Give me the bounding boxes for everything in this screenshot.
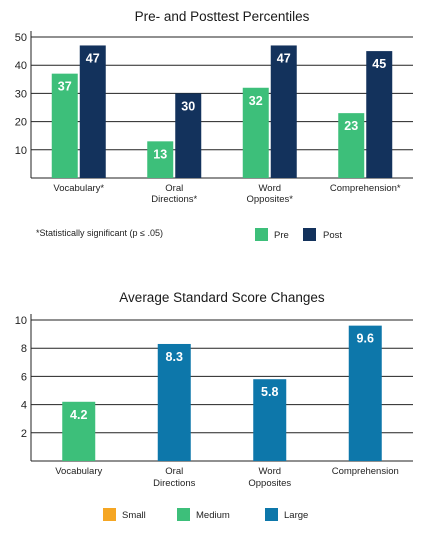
y-tick-label: 30 bbox=[15, 88, 27, 100]
chart-title: Average Standard Score Changes bbox=[119, 290, 325, 305]
bar bbox=[253, 379, 287, 461]
chart-2: Average Standard Score Changes 2 4 6 8 10 Voca… bbox=[15, 290, 413, 521]
data-label: 47 bbox=[277, 51, 291, 65]
x-tick-label: Comprehension bbox=[332, 466, 399, 477]
data-label: 32 bbox=[249, 94, 263, 108]
data-label: 4.2 bbox=[70, 408, 87, 422]
legend-swatch bbox=[303, 228, 316, 241]
data-label: 23 bbox=[344, 119, 358, 133]
bar-post bbox=[270, 45, 297, 179]
y-tick-label: 6 bbox=[21, 371, 27, 383]
x-tick-label: Oral bbox=[165, 183, 183, 194]
y-tick-label: 40 bbox=[15, 60, 27, 72]
bar-post bbox=[366, 51, 393, 178]
legend-swatch bbox=[177, 508, 190, 521]
x-tick-label: Word bbox=[258, 183, 281, 194]
x-tick-label: Directions bbox=[153, 478, 195, 489]
legend-swatch bbox=[103, 508, 116, 521]
legend-swatch bbox=[255, 228, 268, 241]
bar bbox=[348, 325, 382, 461]
x-tick-label: Vocabulary* bbox=[53, 183, 104, 194]
legend-label: Small bbox=[122, 510, 146, 521]
y-tick-label: 10 bbox=[15, 315, 27, 327]
bar-post bbox=[175, 93, 202, 178]
data-label: 13 bbox=[153, 147, 167, 161]
data-label: 9.6 bbox=[357, 332, 374, 346]
legend-label: Pre bbox=[274, 230, 289, 241]
y-tick-label: 50 bbox=[15, 32, 27, 44]
data-label: 47 bbox=[86, 51, 100, 65]
legend-label: Medium bbox=[196, 510, 230, 521]
bar bbox=[62, 401, 96, 461]
bar-pre bbox=[338, 113, 365, 178]
data-label: 37 bbox=[58, 80, 72, 94]
x-tick-label: Opposites bbox=[248, 478, 291, 489]
data-label: 8.3 bbox=[166, 350, 183, 364]
legend-label: Large bbox=[284, 510, 308, 521]
y-tick-label: 8 bbox=[21, 343, 27, 355]
x-tick-label: Opposites* bbox=[247, 194, 294, 205]
data-label: 45 bbox=[372, 57, 386, 71]
bar-pre bbox=[147, 141, 174, 178]
bar-pre bbox=[51, 73, 78, 178]
x-tick-label: Comprehension* bbox=[330, 183, 401, 194]
data-label: 5.8 bbox=[261, 385, 278, 399]
x-tick-label: Word bbox=[258, 466, 281, 477]
chart-1: Pre- and Posttest Percentiles 10 20 30 40 50 V… bbox=[15, 9, 413, 241]
y-tick-label: 2 bbox=[21, 428, 27, 440]
y-tick-label: 20 bbox=[15, 117, 27, 129]
y-tick-label: 4 bbox=[21, 400, 27, 412]
x-tick-label: Directions* bbox=[151, 194, 197, 205]
x-tick-label: Vocabulary bbox=[55, 466, 102, 477]
legend-label: Post bbox=[323, 230, 342, 241]
chart-title: Pre- and Posttest Percentiles bbox=[135, 9, 310, 24]
bar-post bbox=[79, 45, 106, 179]
significance-note: *Statistically significant (p ≤ .05) bbox=[36, 228, 163, 238]
bar bbox=[157, 343, 191, 461]
bar-pre bbox=[242, 87, 269, 178]
y-tick-label: 10 bbox=[15, 145, 27, 157]
legend-swatch bbox=[265, 508, 278, 521]
data-label: 30 bbox=[181, 99, 195, 113]
x-tick-label: Oral bbox=[165, 466, 183, 477]
